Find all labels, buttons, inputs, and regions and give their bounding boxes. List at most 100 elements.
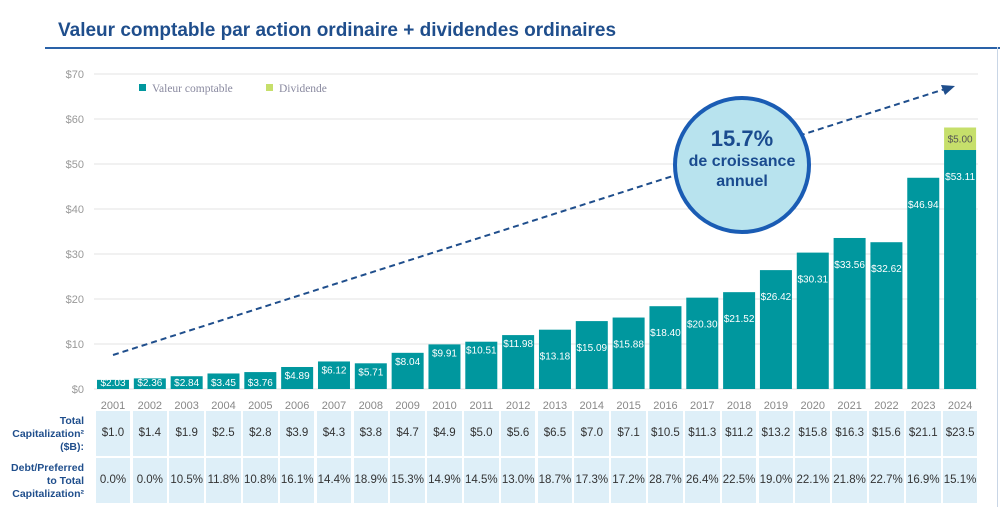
bar-book-value [796,252,829,389]
bar-book-value [133,378,166,389]
bar-book-value [170,376,203,389]
trend-arrow-line [112,88,946,356]
bar-label: $4.89 [285,371,310,382]
table-cell: $4.7 [390,411,425,456]
table-cell: 17.3% [574,458,610,503]
x-tick-label: 2015 [616,400,640,410]
x-tick-label: 2013 [543,400,567,410]
x-tick-label: 2023 [911,400,935,410]
table-cell: $23.5 [942,411,978,456]
bar-label: $32.62 [871,264,902,275]
bar-book-value [502,335,535,389]
x-tick-label: 2012 [506,400,530,410]
table-cell: 22.5% [721,458,757,503]
bar-label: $21.52 [724,314,755,325]
x-tick-label: 2017 [690,400,714,410]
row-label-line: Total [59,415,84,427]
table-cell: 16.9% [905,458,941,503]
table-cell: $11.3 [684,411,720,456]
y-tick-label: $50 [66,159,84,171]
bar-label: $2.36 [137,378,162,389]
bar-book-value [244,372,277,389]
table-cell: 14.4% [316,458,352,503]
bar-book-value [907,177,940,389]
bar-book-value [612,317,645,389]
row-label-line: Capitalization² [12,488,84,500]
bar-book-value [207,373,240,389]
bar-label: $15.09 [576,343,607,354]
bar-label: $13.18 [540,351,571,362]
table-cell: $7.1 [611,411,646,456]
growth-rate: 15.7% [710,126,774,151]
x-tick-label: 2021 [837,400,861,410]
table-cell: 10.8% [243,458,278,503]
table-cell: $4.3 [316,411,352,456]
y-tick-label: $30 [66,249,84,261]
right-border [997,47,998,507]
bar-label: $26.42 [761,292,792,303]
table-cell: $16.3 [832,411,867,456]
y-tick-label: $40 [66,204,84,216]
table-cell: $5.6 [500,411,536,456]
bar-label: $9.91 [432,348,457,359]
table-cell: 21.8% [832,458,867,503]
x-tick-label: 2016 [653,400,677,410]
table-cell: $11.2 [721,411,757,456]
bar-book-value [759,270,792,389]
table-cell: 22.1% [795,458,831,503]
table-cell: 0.0% [132,458,168,503]
bar-book-value [833,237,866,389]
bar-label: $53.11 [945,172,975,183]
table-cell: $7.0 [574,411,610,456]
title-divider [45,47,1000,49]
legend-swatch-dividend [266,84,273,91]
legend-swatch-book-value [139,84,146,91]
growth-text-1: de croissance [688,153,796,170]
bar-label: $18.40 [650,328,681,339]
bar-book-value [723,292,756,389]
bar-chart: $0 $10 $20 $30 $40 $50 $60 $70 $2.03 2001 $2.36 200… [66,69,978,410]
table-cell: 19.0% [758,458,794,503]
bar-label: $8.04 [395,357,420,368]
bar-book-value [281,366,314,389]
row-label-line: to Total [46,475,84,487]
bar-book-value [428,344,461,389]
trend-arrowhead-icon [941,85,955,95]
table-cell: $6.5 [537,411,573,456]
bar-label: $2.03 [100,378,125,389]
table-cell: $1.0 [95,411,131,456]
table-cell: 22.7% [869,458,904,503]
bar-book-value [575,321,608,389]
table-cell: 16.1% [279,458,315,503]
bar-book-value [317,361,350,389]
table-cell: $15.6 [869,411,904,456]
table-cell: 14.9% [427,458,462,503]
table-cell: 11.8% [206,458,241,503]
x-tick-label: 2014 [580,400,604,410]
y-tick-label: $10 [66,339,84,351]
bar-label: $20.30 [687,320,718,331]
bar-book-value [538,329,571,389]
row-label-line: Debt/Preferred [11,462,84,474]
bar-book-value [649,306,682,389]
table-cell: $15.8 [795,411,831,456]
bar-label: $46.94 [908,200,939,211]
table-cell: 0.0% [95,458,131,503]
row-label: Debt/Preferred to Total Capitalization² [0,462,84,501]
table-row: Total Capitalization² ($B): $1.0 $1.4 $1.9 $2.… [0,411,1000,457]
table-cell: 14.5% [464,458,499,503]
x-tick-label: 2009 [395,400,419,410]
x-tick-label: 2019 [764,400,788,410]
y-tick-label: $70 [66,69,84,81]
x-tick-label: 2010 [432,400,456,410]
x-tick-label: 2008 [359,400,383,410]
bar-label: $5.71 [358,367,383,378]
table-cell: 18.7% [537,458,573,503]
dividend-label: $5.00 [948,135,973,146]
table-cell: 28.7% [648,458,683,503]
row-label: Total Capitalization² ($B): [0,415,84,454]
bar-label: $10.51 [466,346,497,357]
table-cell: $5.0 [464,411,499,456]
bar-book-value [686,297,719,389]
